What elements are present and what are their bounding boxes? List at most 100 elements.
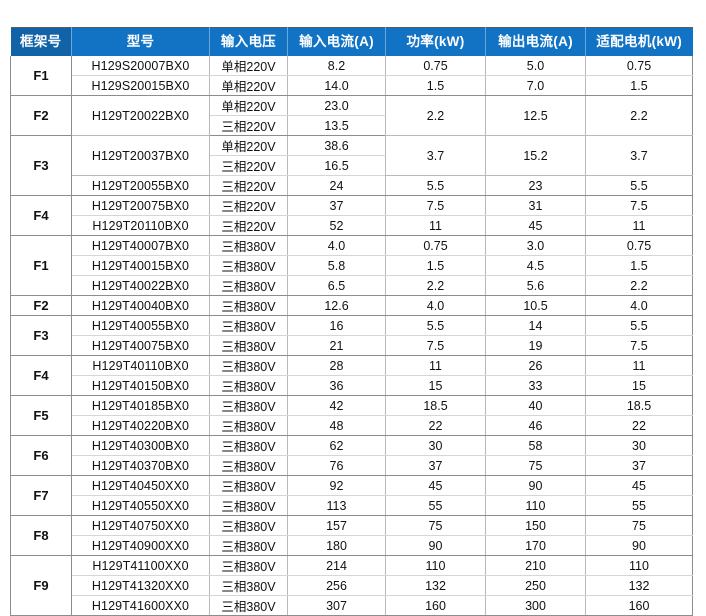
cell-adapted-motor: 7.5 <box>585 195 693 216</box>
cell-adapted-motor: 18.5 <box>585 395 693 416</box>
cell-input-current: 48 <box>287 415 386 436</box>
cell-adapted-motor: 5.5 <box>585 315 693 336</box>
cell-output-current: 75 <box>485 455 586 476</box>
cell-input-voltage: 三相380V <box>209 595 288 616</box>
cell-model: H129S20007BX0 <box>71 56 210 76</box>
cell-output-current: 10.5 <box>485 295 586 316</box>
cell-adapted-motor: 11 <box>585 215 693 236</box>
inverter-specification-table: 框架号 型号 输入电压 输入电流(A) 功率(kW) 输出电流(A) 适配电机(… <box>10 27 693 616</box>
table-row: H129T40075BX0 三相380V 21 7.5 19 7.5 <box>11 335 693 356</box>
cell-model: H129T20055BX0 <box>71 175 210 196</box>
cell-input-voltage: 三相380V <box>209 235 288 256</box>
cell-power: 1.5 <box>385 75 486 96</box>
cell-adapted-motor: 0.75 <box>585 235 693 256</box>
cell-input-current: 62 <box>287 435 386 456</box>
cell-model: H129T41100XX0 <box>71 555 210 576</box>
cell-input-current: 52 <box>287 215 386 236</box>
cell-frame-number: F5 <box>10 395 72 436</box>
cell-output-current: 40 <box>485 395 586 416</box>
cell-model: H129T20110BX0 <box>71 215 210 236</box>
cell-output-current: 150 <box>485 515 586 536</box>
cell-model: H129S20015BX0 <box>71 75 210 96</box>
cell-frame-number: F1 <box>10 235 72 296</box>
cell-model: H129T40075BX0 <box>71 335 210 356</box>
cell-output-current: 90 <box>485 475 586 496</box>
table-row: F5 H129T40185BX0 三相380V 42 18.5 40 18.5 <box>10 395 693 436</box>
cell-adapted-motor: 110 <box>585 555 693 576</box>
cell-output-current: 210 <box>485 555 586 576</box>
table-row: F3 H129T40055BX0 三相380V 16 5.5 14 5.5 <box>10 315 693 356</box>
cell-output-current: 14 <box>485 315 586 336</box>
cell-input-voltage: 三相380V <box>209 495 288 516</box>
cell-model: H129T40750XX0 <box>71 515 210 536</box>
cell-output-current: 31 <box>485 195 586 216</box>
cell-power: 5.5 <box>385 315 486 336</box>
column-header-input-voltage: 输入电压 <box>209 27 288 56</box>
cell-output-current: 12.5 <box>485 95 586 136</box>
cell-adapted-motor: 160 <box>585 595 693 616</box>
cell-adapted-motor: 22 <box>585 415 693 436</box>
cell-model: H129T40150BX0 <box>71 375 210 396</box>
cell-input-voltage: 单相220V <box>209 135 288 156</box>
cell-adapted-motor: 2.2 <box>585 95 693 136</box>
cell-power: 1.5 <box>385 255 486 276</box>
cell-input-current: 42 <box>287 395 386 416</box>
cell-adapted-motor: 2.2 <box>585 275 693 296</box>
cell-model: H129T40900XX0 <box>71 535 210 556</box>
cell-power: 45 <box>385 475 486 496</box>
cell-power: 7.5 <box>385 195 486 216</box>
cell-adapted-motor: 4.0 <box>585 295 693 316</box>
cell-output-current: 46 <box>485 415 586 436</box>
cell-output-current: 58 <box>485 435 586 456</box>
cell-power: 160 <box>385 595 486 616</box>
cell-power: 11 <box>385 215 486 236</box>
cell-model: H129T40007BX0 <box>71 235 210 256</box>
cell-power: 0.75 <box>385 235 486 256</box>
table-row: F2 H129T40040BX0 三相380V 12.6 4.0 10.5 4.0 <box>10 295 693 316</box>
cell-power: 3.7 <box>385 135 486 176</box>
cell-input-voltage: 三相380V <box>209 455 288 476</box>
cell-input-voltage: 三相380V <box>209 415 288 436</box>
table-row: H129T40015BX0 三相380V 5.8 1.5 4.5 1.5 <box>11 255 693 276</box>
cell-frame-number: F2 <box>10 295 72 316</box>
cell-input-current: 36 <box>287 375 386 396</box>
cell-input-voltage: 单相220V <box>209 95 288 116</box>
specification-table-container: 框架号 型号 输入电压 输入电流(A) 功率(kW) 输出电流(A) 适配电机(… <box>10 27 693 616</box>
cell-input-current: 214 <box>287 555 386 576</box>
cell-power: 15 <box>385 375 486 396</box>
cell-model: H129T40110BX0 <box>71 355 210 376</box>
cell-model: H129T40300BX0 <box>71 435 210 456</box>
cell-frame-number: F7 <box>10 475 72 516</box>
cell-power: 22 <box>385 415 486 436</box>
cell-model: H129T40022BX0 <box>71 275 210 296</box>
cell-output-current: 7.0 <box>485 75 586 96</box>
cell-input-voltage: 单相220V <box>209 75 288 96</box>
cell-model: H129T40550XX0 <box>71 495 210 516</box>
cell-frame-number: F6 <box>10 435 72 476</box>
cell-input-voltage: 三相380V <box>209 435 288 456</box>
cell-adapted-motor: 37 <box>585 455 693 476</box>
cell-power: 2.2 <box>385 275 486 296</box>
cell-frame-number: F3 <box>10 315 72 356</box>
column-header-power: 功率(kW) <box>385 27 486 56</box>
table-row: H129T40220BX0 三相380V 48 22 46 22 <box>11 415 693 436</box>
column-header-input-current: 输入电流(A) <box>287 27 386 56</box>
cell-adapted-motor: 0.75 <box>585 56 693 76</box>
cell-input-voltage: 三相380V <box>209 375 288 396</box>
table-row: 三相220V 13.5 <box>11 115 693 136</box>
cell-power: 30 <box>385 435 486 456</box>
cell-input-voltage: 三相380V <box>209 535 288 556</box>
table-row: F7 H129T40450XX0 三相380V 92 45 90 45 <box>10 475 693 516</box>
cell-output-current: 23 <box>485 175 586 196</box>
cell-power: 37 <box>385 455 486 476</box>
cell-input-voltage: 三相380V <box>209 515 288 536</box>
cell-input-current: 13.5 <box>287 115 386 136</box>
cell-power: 11 <box>385 355 486 376</box>
cell-adapted-motor: 15 <box>585 375 693 396</box>
table-row: H129T40022BX0 三相380V 6.5 2.2 5.6 2.2 <box>11 275 693 296</box>
column-header-adapted-motor: 适配电机(kW) <box>585 27 693 56</box>
cell-input-voltage: 三相380V <box>209 355 288 376</box>
cell-output-current: 5.6 <box>485 275 586 296</box>
table-row: H129T20055BX0 三相220V 24 5.5 23 5.5 <box>11 175 693 196</box>
cell-adapted-motor: 11 <box>585 355 693 376</box>
